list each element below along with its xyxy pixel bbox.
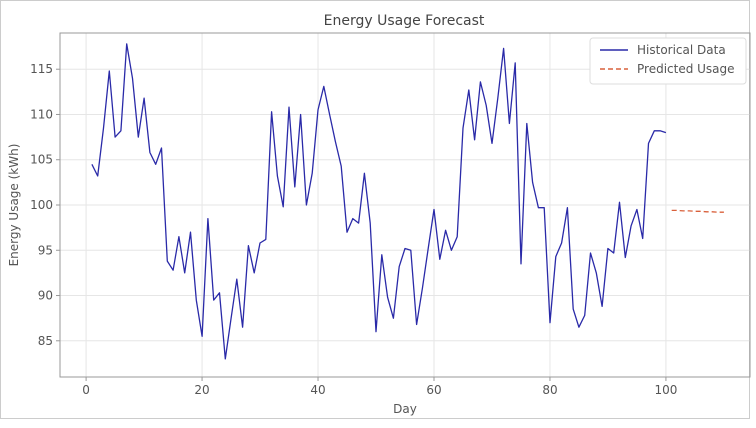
y-tick-label: 85 [38,334,53,348]
x-axis-title: Day [393,402,417,416]
series-line-predicted [671,209,724,213]
y-tick-label: 90 [38,289,53,303]
x-tick-label: 80 [542,383,557,397]
series-line-historical [91,43,667,360]
y-tick-label: 95 [38,243,53,257]
chart-title: Energy Usage Forecast [324,13,485,29]
y-tick-label: 100 [30,198,53,212]
y-axis-ticks: 85 90 95 100 105 110 115 [30,62,60,348]
y-axis-title: Energy Usage (kWh) [7,144,21,267]
legend-label-historical: Historical Data [637,43,726,57]
y-tick-label: 110 [30,107,53,121]
y-tick-label: 105 [30,153,53,167]
x-tick-label: 40 [310,383,325,397]
x-tick-label: 0 [82,383,90,397]
x-tick-label: 60 [426,383,441,397]
x-tick-label: 20 [194,383,209,397]
series-layer [91,43,724,360]
x-tick-label: 100 [654,383,677,397]
legend-box [589,37,747,85]
y-tick-label: 115 [30,62,53,76]
legend-label-predicted: Predicted Usage [637,62,735,76]
legend: Historical Data Predicted Usage [589,37,747,85]
x-axis-ticks: 0 20 40 60 80 100 [82,377,677,397]
